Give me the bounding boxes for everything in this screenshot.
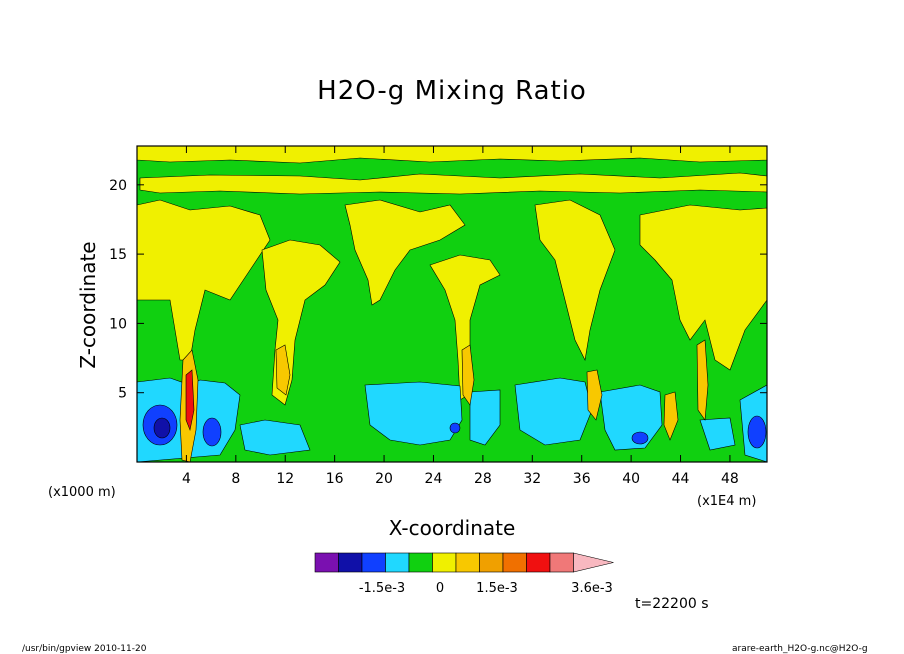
colorbar-label: 1.5e-3 — [476, 581, 518, 596]
colorbar-label: -1.5e-3 — [359, 581, 405, 596]
plume-core-4-red — [185, 369, 195, 432]
blue-core-2 — [202, 417, 222, 447]
time-label: t=22200 s — [635, 596, 709, 612]
x-tick-label: 36 — [573, 471, 591, 487]
footer-left: /usr/bin/gpview 2010-11-20 — [22, 644, 147, 654]
x-unit-left: (x1000 m) — [48, 485, 116, 500]
x-tick-label: 44 — [672, 471, 690, 487]
colorbar-swatch — [432, 552, 457, 573]
contour-field — [137, 146, 767, 462]
y-axis: 5 10 15 20 — [109, 178, 767, 402]
y-tick-label: 5 — [118, 386, 127, 402]
x-tick-label: 12 — [276, 471, 294, 487]
blue-core-4 — [747, 415, 767, 449]
cyan-region-30 — [469, 389, 501, 446]
plume-core-12 — [275, 344, 291, 396]
cyan-region-46 — [699, 417, 736, 451]
colorbar-swatch — [408, 552, 433, 573]
yellow-plume-34 — [534, 199, 616, 361]
cyan-region-40 — [599, 384, 663, 451]
blue-core-3 — [631, 431, 649, 445]
colorbar-swatch — [526, 552, 551, 573]
colorbar-arrow — [573, 552, 614, 573]
plume-core-37 — [586, 369, 603, 421]
y-tick-label: 20 — [109, 178, 127, 194]
x-tick-label: 40 — [622, 471, 640, 487]
plume-core-28 — [461, 344, 475, 406]
colorbar-swatch — [385, 552, 410, 573]
colorbar-swatch — [338, 552, 363, 573]
x-unit-right: (x1E4 m) — [697, 494, 757, 509]
x-tick-label: 20 — [375, 471, 393, 487]
y-tick-label: 15 — [109, 247, 127, 263]
colorbar-swatch — [479, 552, 504, 573]
blue-core-5 — [449, 422, 461, 434]
x-axis: 4 8 12 16 20 24 28 32 36 40 44 48 — [182, 146, 739, 487]
colorbar-swatch — [502, 552, 527, 573]
colorbar-swatch — [361, 552, 386, 573]
cyan-region-12 — [239, 419, 311, 456]
yellow-plume-left — [137, 199, 271, 361]
plume-core-44 — [663, 391, 679, 441]
colorbar-label: 3.6e-3 — [571, 581, 613, 596]
x-tick-label: 4 — [182, 471, 191, 487]
navy-core-1 — [153, 417, 171, 439]
colorbar-swatch — [549, 552, 574, 573]
x-tick-label: 32 — [523, 471, 541, 487]
yellow-plume-20 — [344, 199, 466, 306]
yellow-band-20 — [139, 172, 767, 195]
x-tick-label: 8 — [231, 471, 240, 487]
x-axis-label: X-coordinate — [388, 516, 516, 540]
cyan-region-36 — [514, 377, 593, 446]
yellow-plume-44 — [639, 204, 767, 371]
colorbar-swatch — [455, 552, 480, 573]
colorbar-label: 0 — [436, 581, 444, 596]
plot-frame — [136, 145, 768, 463]
colorbar-swatch — [314, 552, 339, 573]
plume-core-46 — [696, 339, 709, 421]
upper-yellow-band — [137, 146, 767, 164]
x-tick-label: 16 — [326, 471, 344, 487]
footer-right: arare-earth_H2O-g.nc@H2O-g — [732, 644, 868, 654]
chart-title: H2O-g Mixing Ratio — [317, 76, 587, 106]
colorbar: -1.5e-3 0 1.5e-3 3.6e-3 — [314, 552, 614, 596]
x-tick-label: 24 — [425, 471, 443, 487]
x-tick-label: 48 — [721, 471, 739, 487]
cyan-region-24 — [364, 381, 463, 446]
y-tick-label: 10 — [109, 316, 127, 332]
x-tick-label: 28 — [474, 471, 492, 487]
